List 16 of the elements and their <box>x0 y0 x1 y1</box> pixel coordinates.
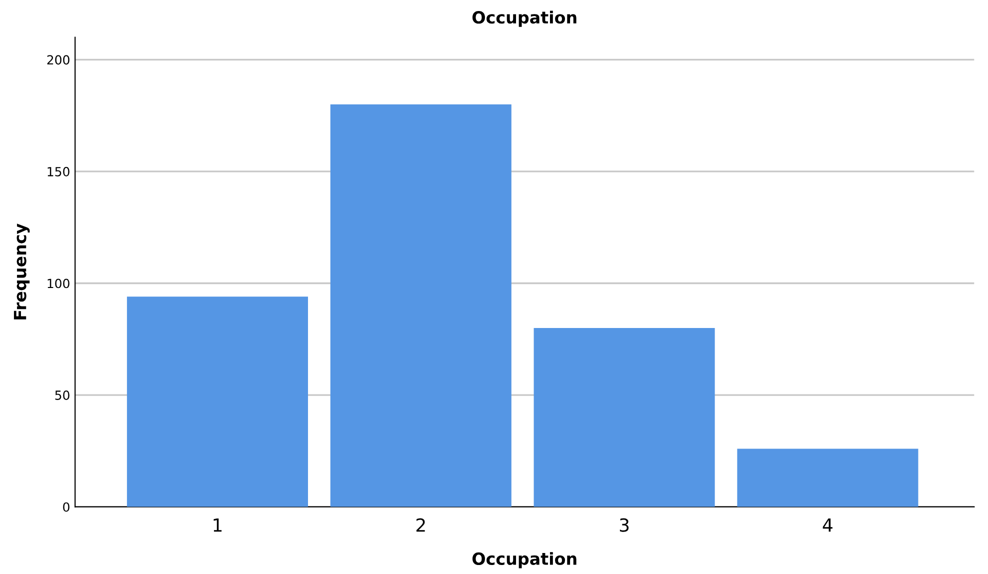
y-tick-label: 200 <box>47 55 70 65</box>
chart-title: Occupation <box>472 10 576 27</box>
y-tick-label: 50 <box>55 390 70 400</box>
x-tick-label: 1 <box>214 518 222 532</box>
y-tick-label: 0 <box>63 502 70 512</box>
x-tick-label: 4 <box>822 518 832 532</box>
x-tick-label: 2 <box>416 518 425 532</box>
bar <box>330 104 512 507</box>
bar <box>126 296 308 507</box>
y-tick-label: 150 <box>48 166 70 176</box>
bar <box>737 448 918 507</box>
x-axis-title: Occupation <box>472 552 576 568</box>
y-axis-title: Frequency <box>14 224 30 320</box>
bar <box>534 328 715 507</box>
y-tick-label: 100 <box>48 278 70 288</box>
x-tick-label: 3 <box>620 518 629 532</box>
